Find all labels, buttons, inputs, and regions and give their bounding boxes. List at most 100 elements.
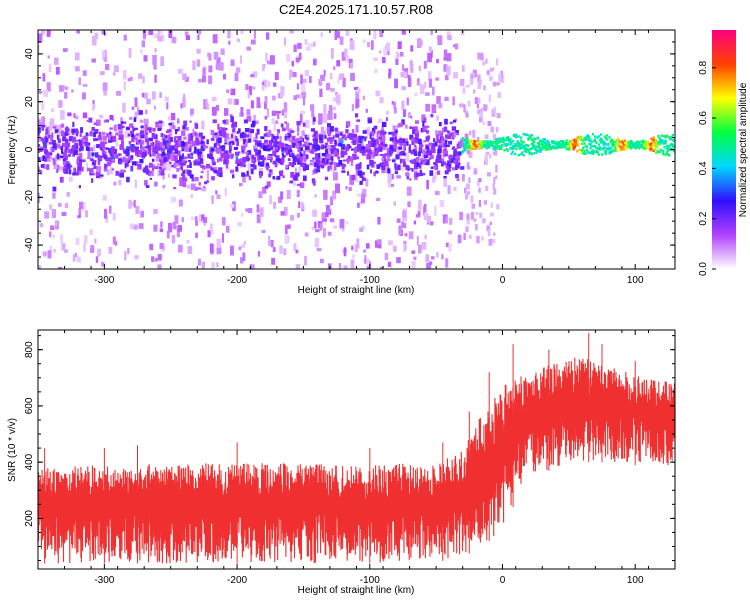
heatmap-cell [305, 141, 309, 147]
heatmap-cell [229, 149, 232, 154]
heatmap-cell [418, 244, 422, 254]
heatmap-cell [240, 30, 244, 35]
heatmap-cell [563, 141, 566, 145]
heatmap-cell [154, 181, 158, 187]
heatmap-cell [546, 144, 549, 147]
heatmap-cell [299, 151, 302, 155]
heatmap-cell [533, 137, 536, 140]
heatmap-cell [657, 150, 660, 154]
heatmap-cell [273, 201, 277, 209]
heatmap-cell [191, 216, 194, 221]
heatmap-cell [492, 67, 495, 71]
heatmap-cell [650, 145, 653, 148]
heatmap-cell [476, 104, 480, 109]
heatmap-cell [408, 147, 411, 153]
heatmap-cell [127, 247, 130, 255]
heatmap-cell [43, 89, 48, 97]
heatmap-cell [341, 145, 346, 150]
heatmap-cell [436, 252, 439, 258]
heatmap-cell [606, 138, 609, 141]
heatmap-cell [475, 212, 479, 216]
heatmap-cell [468, 177, 471, 183]
heatmap-cell [273, 141, 276, 146]
heatmap-cell [244, 128, 249, 133]
heatmap-cell [390, 173, 394, 180]
heatmap-cell [211, 158, 215, 164]
heatmap-cell [168, 122, 172, 126]
heatmap-cell [582, 138, 585, 142]
heatmap-cell [458, 145, 462, 149]
heatmap-cell [576, 150, 579, 153]
heatmap-cell [271, 110, 277, 116]
heatmap-cell [91, 152, 95, 157]
heatmap-cell [300, 146, 303, 152]
heatmap-cell [46, 82, 51, 92]
heatmap-cell [61, 148, 64, 155]
heatmap-cell [403, 71, 408, 78]
heatmap-cell [322, 218, 328, 222]
heatmap-cell [312, 134, 316, 138]
heatmap-cell [421, 173, 426, 176]
heatmap-cell [187, 133, 191, 143]
heatmap-cell [323, 104, 327, 113]
heatmap-cell [145, 133, 148, 136]
heatmap-cell [217, 148, 222, 154]
heatmap-cell [293, 44, 297, 53]
heatmap-cell [144, 92, 149, 99]
heatmap-cell [573, 138, 576, 141]
heatmap-cell [274, 71, 279, 81]
heatmap-cell [235, 166, 239, 172]
heatmap-cell [225, 225, 230, 233]
heatmap-cell [561, 141, 565, 144]
heatmap-cell [300, 110, 305, 115]
heatmap-cell [316, 169, 321, 173]
heatmap-cell [145, 185, 150, 188]
heatmap-cell [137, 142, 141, 145]
heatmap-cell [512, 145, 516, 149]
heatmap-cell [465, 84, 470, 88]
heatmap-cell [313, 168, 318, 174]
heatmap-cell [456, 155, 460, 161]
heatmap-cell [302, 167, 306, 172]
heatmap-cell [190, 133, 193, 138]
heatmap-cell [67, 129, 70, 132]
heatmap-cell [309, 159, 314, 163]
heatmap-cell [140, 49, 143, 54]
heatmap-cell [383, 153, 386, 160]
heatmap-cell [445, 216, 448, 224]
heatmap-cell [573, 146, 576, 149]
heatmap-cell [585, 135, 588, 139]
heatmap-cell [313, 139, 318, 145]
heatmap-cell [88, 117, 93, 123]
heatmap-cell [213, 143, 217, 148]
heatmap-cell [39, 157, 43, 160]
heatmap-cell [172, 174, 177, 179]
heatmap-cell [516, 140, 519, 143]
heatmap-cell [328, 209, 332, 215]
heatmap-cell [256, 214, 261, 224]
heatmap-cell [382, 159, 388, 165]
heatmap-cell [101, 261, 105, 267]
heatmap-cell [462, 65, 465, 72]
heatmap-cell [379, 154, 385, 157]
heatmap-cell [213, 167, 218, 173]
heatmap-cell [83, 135, 88, 140]
heatmap-cell [621, 143, 624, 146]
heatmap-cell [490, 144, 493, 147]
heatmap-cell [625, 147, 628, 151]
heatmap-cell [344, 151, 348, 156]
heatmap-cell [60, 145, 64, 150]
heatmap-cell [452, 154, 456, 161]
heatmap-cell [245, 155, 250, 162]
heatmap-cell [521, 151, 524, 154]
heatmap-cell [134, 179, 137, 189]
heatmap-cell [351, 174, 356, 180]
heatmap-cell [454, 167, 458, 170]
heatmap-cell [492, 238, 496, 244]
heatmap-cell [557, 141, 560, 144]
heatmap-cell [252, 137, 256, 142]
heatmap-cell [97, 159, 101, 166]
heatmap-cell [130, 165, 134, 172]
heatmap-cell [646, 145, 649, 148]
heatmap-cell [407, 78, 412, 87]
